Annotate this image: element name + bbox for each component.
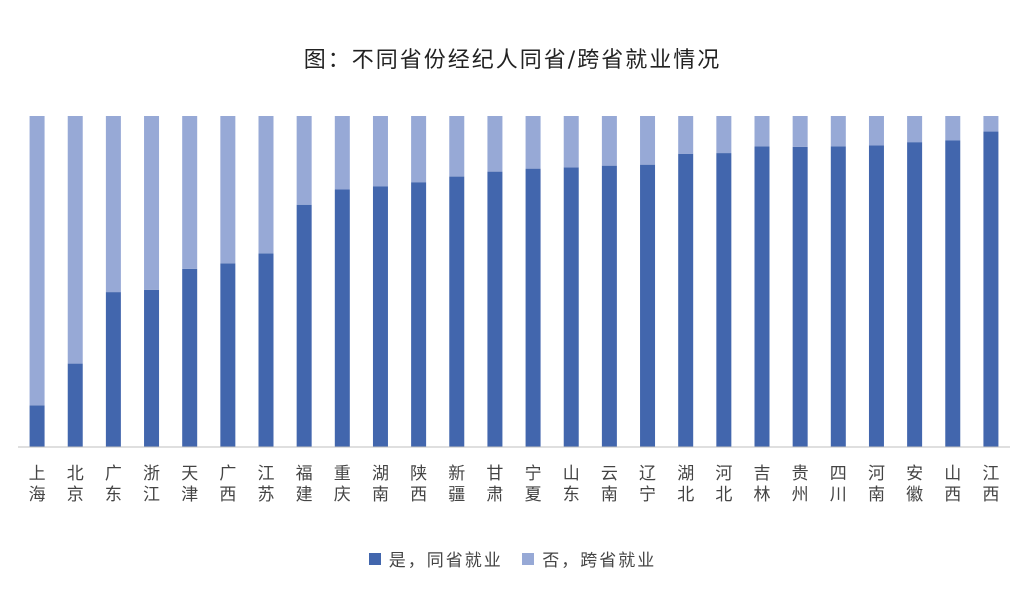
x-tick-label-18: 河北: [715, 464, 732, 505]
bar-same-18: [716, 153, 732, 447]
x-tick-label-2: 广东: [105, 464, 122, 505]
bar-same-4: [182, 268, 198, 447]
bar-same-5: [220, 263, 236, 447]
legend-swatch-cross: [522, 552, 535, 565]
bar-cross-15: [601, 116, 617, 166]
bars-group: [29, 116, 999, 448]
bar-cross-10: [411, 116, 427, 183]
bar-cross-17: [678, 116, 694, 154]
bar-same-0: [29, 405, 45, 447]
legend: 是，同省就业 否，跨省就业: [0, 546, 1025, 571]
chart-title: 图：不同省份经纪人同省/跨省就业情况: [303, 48, 722, 73]
bar-same-1: [67, 363, 83, 447]
legend-item-cross: 否，跨省就业: [522, 546, 656, 571]
x-tick-label-17: 湖北: [677, 464, 694, 505]
bar-same-24: [945, 140, 961, 447]
x-tick-label-13: 宁夏: [525, 464, 542, 505]
bar-cross-11: [449, 116, 465, 177]
legend-label-cross: 否，跨省就业: [542, 551, 657, 571]
bar-cross-3: [144, 116, 160, 290]
bar-cross-2: [105, 116, 121, 293]
x-tick-label-3: 浙江: [143, 464, 160, 505]
x-tick-label-20: 贵州: [792, 464, 809, 505]
legend-swatch-same: [368, 552, 381, 565]
bar-same-13: [525, 168, 541, 447]
bar-same-17: [678, 153, 694, 447]
bar-cross-23: [907, 116, 923, 143]
bar-cross-12: [487, 116, 503, 172]
bar-same-15: [601, 165, 617, 447]
bar-cross-19: [754, 116, 770, 147]
x-tick-label-15: 云南: [601, 464, 618, 505]
bar-cross-9: [372, 116, 388, 187]
x-tick-label-25: 江西: [982, 464, 999, 505]
bar-cross-14: [563, 116, 579, 168]
bar-cross-21: [830, 116, 846, 147]
bar-same-25: [983, 131, 999, 447]
x-tick-labels: 上海北京广东浙江天津广西江苏福建重庆湖南陕西新疆甘肃宁夏山东云南辽宁湖北河北吉林…: [29, 464, 1000, 505]
x-tick-label-6: 江苏: [258, 464, 275, 505]
bar-cross-16: [640, 116, 656, 165]
bar-same-9: [372, 186, 388, 448]
x-tick-label-12: 甘肃: [486, 464, 503, 505]
x-tick-label-24: 山西: [944, 464, 961, 505]
bar-same-20: [792, 146, 808, 447]
x-tick-label-4: 天津: [181, 464, 198, 505]
x-tick-label-8: 重庆: [334, 464, 351, 505]
bar-same-10: [411, 182, 427, 447]
bar-same-21: [830, 146, 846, 447]
bar-same-8: [334, 189, 350, 447]
bar-cross-18: [716, 116, 732, 154]
x-tick-label-5: 广西: [219, 464, 236, 505]
bar-same-6: [258, 253, 274, 447]
bar-same-2: [105, 292, 121, 447]
x-tick-label-10: 陕西: [410, 464, 427, 505]
bar-same-12: [487, 171, 503, 447]
bar-same-11: [449, 176, 465, 447]
bar-cross-7: [296, 116, 312, 205]
bar-cross-0: [29, 116, 45, 406]
bar-cross-8: [334, 116, 350, 190]
bar-same-16: [640, 164, 656, 448]
bar-same-3: [144, 289, 160, 447]
bar-same-14: [563, 167, 579, 447]
legend-item-same: 是，同省就业: [368, 546, 503, 571]
bar-cross-25: [983, 116, 999, 132]
x-tick-label-1: 北京: [67, 464, 84, 505]
bar-cross-6: [258, 116, 274, 254]
bar-cross-20: [792, 116, 808, 147]
bar-same-23: [907, 142, 923, 448]
x-tick-label-23: 安徽: [906, 464, 923, 505]
bar-cross-4: [182, 116, 198, 269]
bar-cross-5: [220, 116, 236, 264]
x-tick-label-7: 福建: [296, 464, 313, 505]
x-tick-label-11: 新疆: [448, 464, 465, 505]
bar-same-22: [868, 145, 884, 448]
x-tick-label-0: 上海: [29, 464, 46, 505]
x-tick-label-14: 山东: [563, 464, 580, 505]
legend-label-same: 是，同省就业: [388, 551, 503, 571]
x-tick-label-16: 辽宁: [639, 464, 656, 505]
bar-cross-13: [525, 116, 541, 169]
bar-cross-24: [945, 116, 961, 141]
x-tick-label-22: 河南: [868, 464, 885, 505]
x-tick-label-19: 吉林: [754, 464, 771, 505]
bar-cross-22: [868, 116, 884, 146]
x-tick-label-9: 湖南: [372, 464, 389, 505]
bar-same-19: [754, 146, 770, 447]
x-tick-label-21: 四川: [830, 464, 847, 505]
bar-cross-1: [67, 116, 83, 364]
bar-same-7: [296, 204, 312, 447]
